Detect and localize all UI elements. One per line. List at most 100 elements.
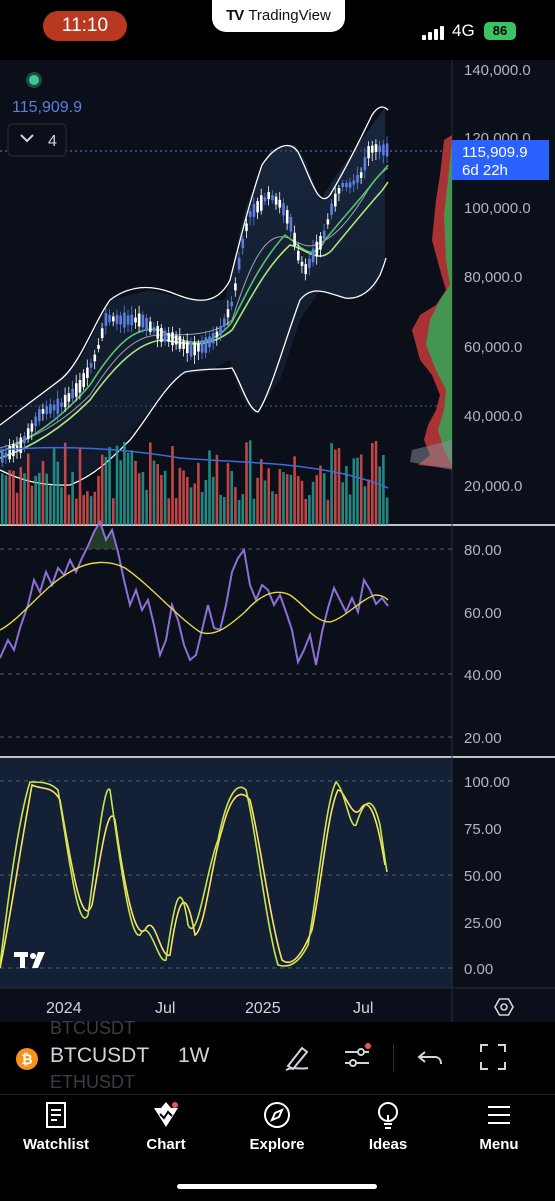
volume-bar (52, 448, 56, 525)
candle-body (197, 343, 200, 352)
candle-body (226, 309, 230, 318)
current-price-label: 115,909.9 (462, 144, 528, 161)
volume-bar (186, 477, 189, 525)
volume-bar (226, 463, 230, 525)
nav-label: Chart (146, 1136, 186, 1153)
candle-body (330, 203, 333, 215)
candle-body (23, 436, 26, 444)
tv-logo-icon: TV (226, 7, 244, 24)
candle-body (52, 404, 56, 411)
hamburger-icon (488, 1106, 510, 1124)
candle-body (41, 409, 45, 414)
candle-body (311, 248, 315, 263)
volume-bar (285, 474, 289, 525)
nav-watchlist[interactable]: Watchlist (6, 1100, 106, 1153)
volume-bar (112, 498, 115, 525)
candle-body (271, 195, 274, 201)
candle-body (167, 333, 171, 342)
volume-bar (60, 487, 63, 525)
candle-body (297, 250, 300, 261)
chart-svg[interactable]: 140,000.0 120,000.0 100,000.0 80,000.0 6… (0, 60, 555, 1022)
legend-price: 115,909.9 (12, 99, 82, 116)
volume-bar (75, 498, 78, 525)
candle-body (134, 317, 137, 323)
volume-bar (322, 473, 326, 525)
volume-bar (149, 442, 152, 525)
rsi-tick: 40.00 (464, 667, 502, 684)
indicators-toggle-button[interactable] (7, 123, 67, 157)
volume-ma (0, 446, 389, 489)
volume-bar (71, 471, 74, 525)
chart-area[interactable]: 140,000.0 120,000.0 100,000.0 80,000.0 6… (0, 60, 555, 1022)
volume-bar (104, 456, 108, 525)
volume-bar (145, 489, 148, 525)
candle-body (1, 451, 4, 463)
nav-chart[interactable]: Chart (116, 1100, 216, 1153)
volume-bar (367, 479, 370, 525)
candle-body (137, 313, 141, 327)
volume-bar (174, 498, 178, 525)
candle-body (367, 146, 370, 159)
candle-body (34, 416, 37, 427)
nav-explore[interactable]: Explore (227, 1100, 327, 1153)
nav-ideas[interactable]: Ideas (338, 1100, 438, 1153)
rsi-tick: 20.00 (464, 730, 502, 747)
undo-icon[interactable] (415, 1042, 445, 1072)
nav-menu[interactable]: Menu (449, 1100, 549, 1153)
battery-badge: 86 (484, 22, 516, 40)
volume-bar (171, 445, 174, 525)
volume-bar (289, 474, 293, 525)
drawing-tool-icon[interactable] (282, 1042, 312, 1072)
chart-settings-icon[interactable] (494, 998, 514, 1016)
price-tick: 100,000.0 (464, 200, 531, 217)
volume-bar (126, 452, 130, 525)
indicator-settings-icon[interactable] (342, 1042, 372, 1072)
volume-bar (282, 472, 285, 525)
volume-bar (304, 498, 307, 525)
volume-bar (348, 494, 352, 525)
candle-body (308, 258, 311, 268)
fullscreen-icon[interactable] (478, 1042, 508, 1072)
nav-label: Explore (249, 1136, 305, 1153)
network-label: 4G (452, 21, 475, 40)
candle-body (334, 193, 337, 207)
volume-bar (263, 480, 267, 525)
candle-body (60, 402, 63, 407)
candle-body (356, 174, 359, 183)
volume-bar (378, 466, 381, 525)
stoch-tick: 75.00 (464, 821, 502, 838)
volume-bar (82, 495, 85, 525)
candle-body (174, 335, 178, 345)
candle-body (67, 393, 71, 402)
candle-body (371, 145, 374, 153)
volume-bar (219, 494, 222, 525)
candle-body (237, 257, 241, 270)
app-pill[interactable]: TV TradingView (212, 0, 345, 32)
candle-body (285, 210, 289, 224)
volume-bar (330, 443, 333, 525)
bar-countdown-label: 6d 22h (462, 162, 508, 179)
price-tick: 20,000.0 (464, 478, 522, 495)
bitcoin-icon: ₿ (16, 1048, 38, 1070)
candle-body (208, 336, 211, 348)
volume-bar (8, 470, 11, 525)
candle-body (78, 380, 82, 393)
rsi-tick: 60.00 (464, 605, 502, 622)
volume-bar (352, 458, 356, 525)
volume-bar (193, 483, 196, 525)
signal-icon (422, 26, 444, 40)
candle-body (289, 217, 293, 232)
stoch-d (0, 783, 386, 969)
candle-body (12, 444, 15, 457)
interval-selector[interactable]: 1W (178, 1044, 210, 1067)
candle-body (149, 321, 152, 332)
volume-bar (63, 442, 67, 525)
candle-body (156, 325, 159, 339)
volume-bar (97, 475, 100, 525)
symbol-selector[interactable]: BTCUSDT (50, 1044, 150, 1067)
candle-body (100, 328, 104, 339)
candle-body (348, 182, 352, 188)
candle-body (274, 196, 278, 205)
volume-bar (208, 450, 211, 525)
volume-bar (89, 496, 93, 525)
